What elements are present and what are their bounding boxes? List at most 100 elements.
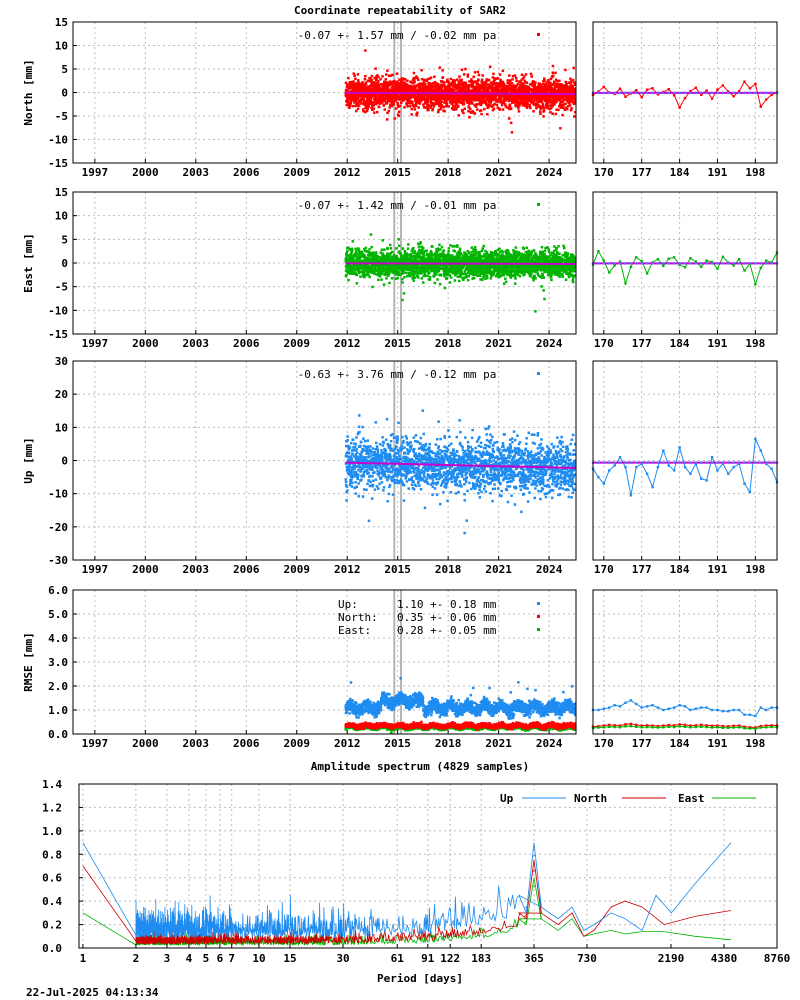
north-point: [416, 114, 419, 117]
north-point: [433, 76, 436, 79]
north-point: [448, 105, 451, 108]
repeatability-figure: Coordinate repeatability of SAR2 1997 200…: [0, 0, 800, 1000]
east-point: [346, 250, 349, 253]
east-point: [436, 278, 439, 281]
north-point: [468, 116, 471, 119]
north-zoom-mean-point: [743, 92, 746, 95]
east-point: [374, 273, 377, 276]
north-point: [483, 108, 486, 111]
north-point: [432, 108, 435, 111]
north-point: [378, 106, 381, 109]
east-point: [402, 247, 405, 250]
east-point: [454, 250, 457, 253]
north-point: [563, 98, 566, 101]
north-point: [416, 112, 419, 115]
north-point: [493, 103, 496, 106]
north-zoom-mean-point: [630, 92, 633, 95]
north-point: [420, 69, 423, 72]
north-zoom-point: [743, 80, 745, 82]
north-point: [555, 101, 558, 104]
east-point: [409, 253, 412, 256]
east-point: [431, 245, 434, 248]
east-point: [424, 272, 427, 275]
north-point: [442, 76, 445, 79]
east-point: [371, 286, 374, 289]
north-point: [477, 71, 480, 74]
north-point: [572, 85, 575, 88]
north-point: [355, 99, 358, 102]
north-point: [499, 73, 502, 76]
east-point: [471, 246, 474, 249]
north-zoom-mean-point: [754, 92, 757, 95]
north-point: [474, 71, 477, 74]
east-point: [467, 279, 470, 282]
north-point: [464, 68, 467, 71]
north-point: [475, 105, 478, 108]
north-point: [377, 76, 380, 79]
north-zoom-mean-point: [603, 92, 606, 95]
north-point: [511, 78, 514, 81]
east-point: [454, 279, 457, 282]
north-point: [463, 73, 466, 76]
north-point: [573, 115, 576, 118]
east-point: [403, 292, 406, 295]
north-point: [454, 79, 457, 82]
north-point: [373, 111, 376, 114]
north-point: [467, 73, 470, 76]
east-point: [453, 245, 456, 248]
north-point: [422, 103, 425, 106]
east-point: [474, 246, 477, 249]
north-zoom-mean-point: [640, 92, 643, 95]
east-point: [386, 248, 389, 251]
north-point: [368, 105, 371, 108]
north-point: [476, 103, 479, 106]
north-point: [409, 105, 412, 108]
east-point: [473, 277, 476, 280]
north-point: [500, 97, 503, 100]
north-zoom-mean-point: [678, 92, 681, 95]
east-point: [385, 277, 388, 280]
east-point: [449, 281, 452, 284]
north-point: [509, 105, 512, 108]
north-zoom-mean-point: [624, 92, 627, 95]
north-zoom-mean-point: [765, 92, 768, 95]
north-zoom-mean-point: [759, 92, 762, 95]
east-point: [399, 274, 402, 277]
north-zoom-point: [722, 84, 724, 86]
north-point: [375, 96, 378, 99]
east-point: [418, 245, 421, 248]
north-point: [493, 108, 496, 111]
north-point: [531, 75, 534, 78]
east-point: [391, 251, 394, 254]
north-point: [564, 69, 567, 72]
north-point: [361, 81, 364, 84]
east-point: [440, 274, 443, 277]
north-point: [395, 107, 398, 110]
north-zoom-point: [646, 88, 648, 90]
north-zoom-mean-point: [711, 92, 714, 95]
east-point: [449, 244, 452, 247]
north-point: [417, 79, 420, 82]
north-zoom-point: [705, 89, 707, 91]
north-zoom-point: [641, 96, 643, 98]
north-point: [552, 72, 555, 75]
north-point: [379, 78, 382, 81]
east-point: [354, 248, 357, 251]
east-point: [414, 252, 417, 255]
north-point: [381, 75, 384, 78]
north-zoom-mean-point: [738, 92, 741, 95]
north-point: [549, 82, 552, 85]
north-zoom-mean-point: [732, 92, 735, 95]
north-point: [541, 100, 544, 103]
north-point: [388, 110, 391, 113]
north-point: [385, 78, 388, 81]
east-point: [396, 255, 399, 258]
north-point: [373, 107, 376, 110]
north-zoom-point: [716, 88, 718, 90]
north-point: [472, 84, 475, 87]
north-point: [496, 104, 499, 107]
north-point: [480, 109, 483, 112]
north-zoom-point: [668, 88, 670, 90]
north-point: [555, 113, 558, 116]
east-point: [355, 250, 358, 253]
